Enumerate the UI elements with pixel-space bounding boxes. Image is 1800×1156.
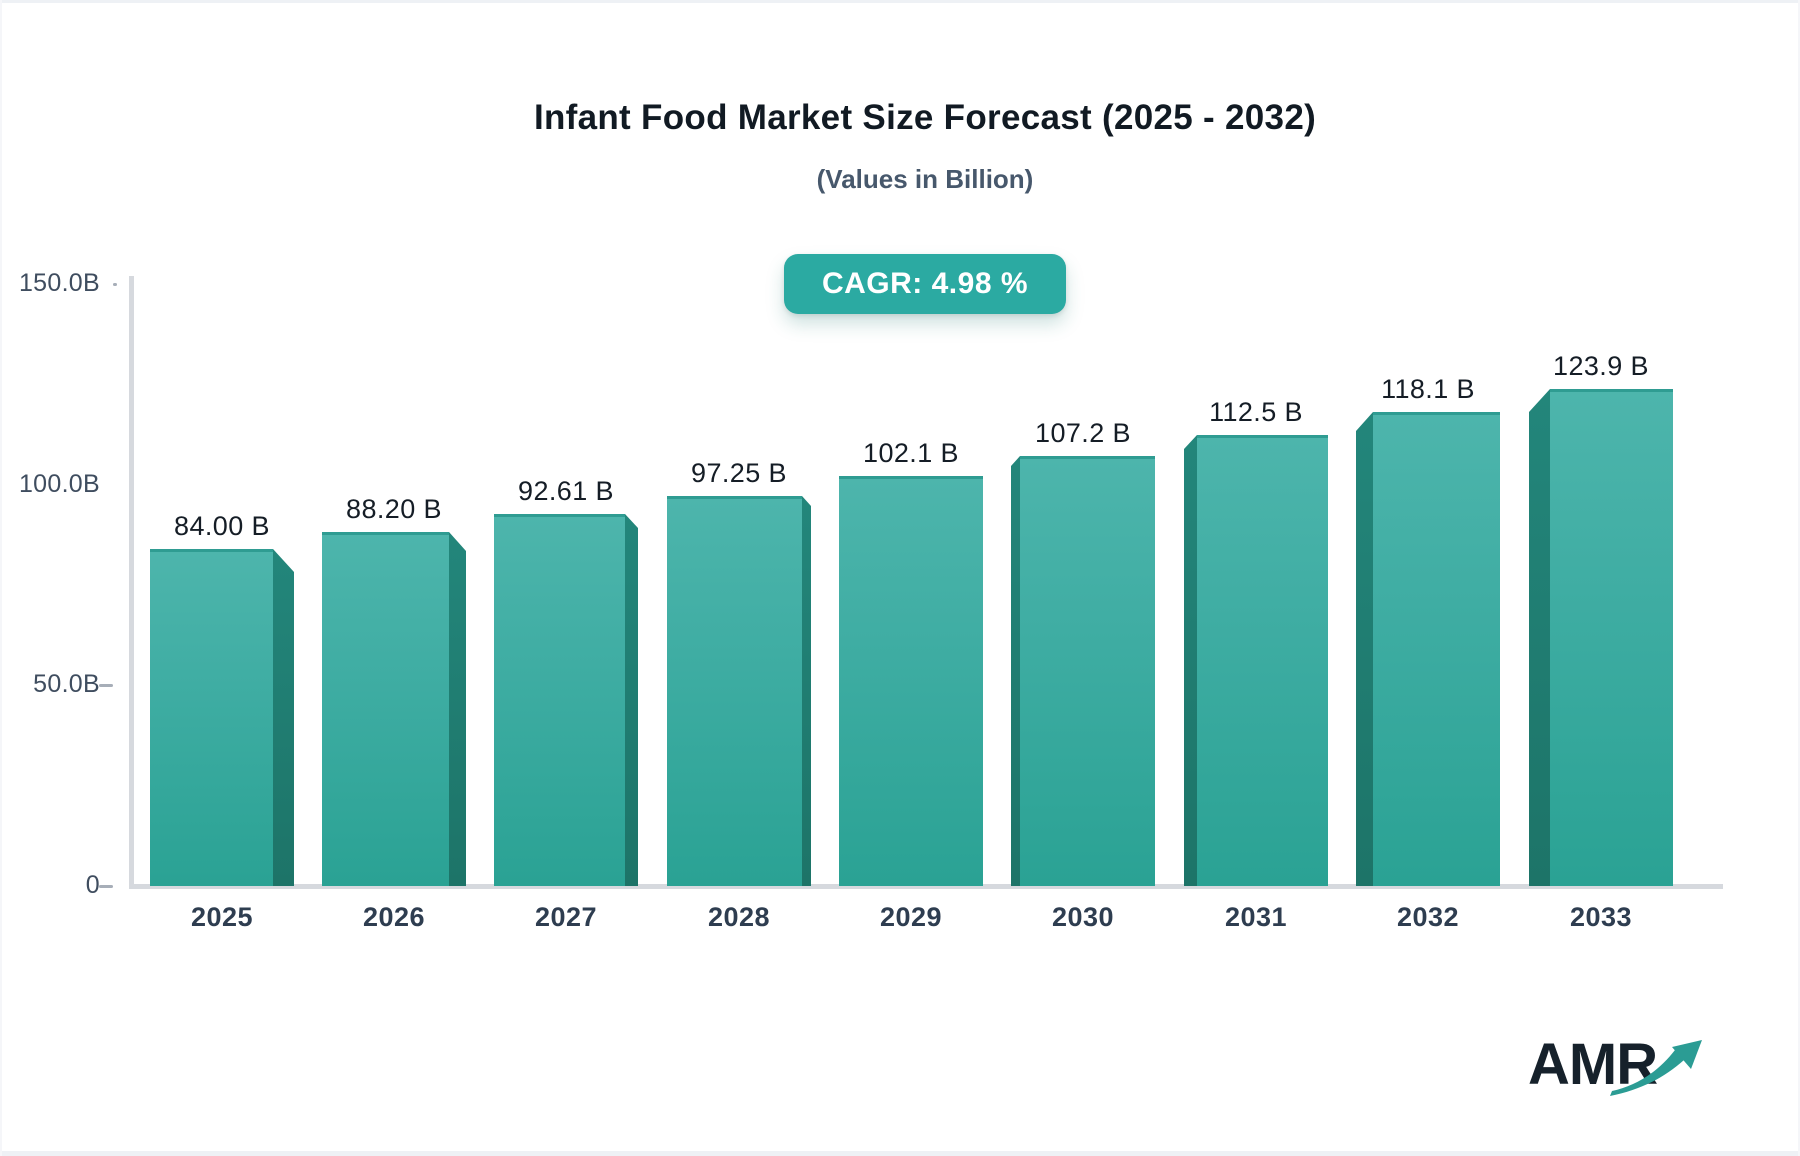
bar-2028 xyxy=(667,496,811,886)
y-axis-label: 150.0B xyxy=(18,269,100,297)
x-axis-label: 2026 xyxy=(362,902,426,932)
bar-side xyxy=(1011,456,1020,886)
bar-2027 xyxy=(494,514,638,886)
top-border xyxy=(0,0,1800,3)
bar-value-label: 88.20 B xyxy=(346,494,442,524)
bar-face xyxy=(1550,389,1673,886)
y-axis-label: 0 xyxy=(85,871,100,899)
bar-side xyxy=(1184,435,1197,886)
bar-face xyxy=(150,549,273,886)
y-axis-tick xyxy=(99,885,113,888)
bar-side xyxy=(1356,412,1373,886)
x-axis-label: 2027 xyxy=(534,902,598,932)
bar-value-label: 102.1 B xyxy=(863,438,959,468)
bar-2030 xyxy=(1011,456,1155,886)
y-axis-line xyxy=(129,276,134,889)
x-axis-label: 2025 xyxy=(190,902,254,932)
x-axis-label: 2029 xyxy=(879,902,943,932)
y-axis-label: 100.0B xyxy=(18,470,100,498)
bar-2025 xyxy=(150,549,294,886)
bar-value-label: 92.61 B xyxy=(518,476,614,506)
cagr-badge: CAGR: 4.98 % xyxy=(783,254,1067,314)
bar-face xyxy=(322,532,449,886)
x-axis-label: 2033 xyxy=(1569,902,1633,932)
bar-side xyxy=(273,549,294,886)
bar-value-label: 84.00 B xyxy=(174,511,270,541)
bar-face xyxy=(839,476,983,886)
bar-face xyxy=(1197,435,1328,886)
bar-value-label: 97.25 B xyxy=(691,458,787,488)
bar-side xyxy=(802,496,811,886)
y-axis-tick xyxy=(99,684,113,687)
bar-face xyxy=(1020,456,1155,886)
x-axis-label: 2028 xyxy=(707,902,771,932)
bar-value-label: 123.9 B xyxy=(1553,351,1649,381)
page-subtitle: (Values in Billion) xyxy=(816,164,1034,194)
amr-logo: AMR xyxy=(1528,1034,1738,1118)
x-axis-label: 2031 xyxy=(1224,902,1288,932)
page-title: Infant Food Market Size Forecast (2025 -… xyxy=(533,98,1317,137)
bar-face xyxy=(667,496,802,886)
x-axis-label: 2030 xyxy=(1051,902,1115,932)
cagr-badge-row: CAGR: 4.98 % xyxy=(50,254,1800,314)
y-axis-label: 50.0B xyxy=(33,670,100,698)
bar-2029 xyxy=(839,476,983,886)
growth-arrow-icon xyxy=(1610,1040,1702,1096)
bar-2031 xyxy=(1184,435,1328,886)
bar-side xyxy=(625,514,638,886)
bar-value-label: 112.5 B xyxy=(1209,397,1303,427)
bar-2026 xyxy=(322,532,466,886)
bar-2032 xyxy=(1356,412,1500,886)
x-axis-line xyxy=(129,884,1723,889)
bar-face xyxy=(494,514,625,886)
bar-2033 xyxy=(1529,389,1673,886)
left-border xyxy=(0,0,2,1156)
bar-value-label: 118.1 B xyxy=(1381,374,1475,404)
bottom-border xyxy=(0,1151,1800,1156)
y-axis-tick xyxy=(113,283,117,286)
x-axis-label: 2032 xyxy=(1396,902,1460,932)
bar-face xyxy=(1373,412,1500,886)
bar-side xyxy=(1529,389,1550,886)
bar-value-label: 107.2 B xyxy=(1035,418,1131,448)
right-border xyxy=(1798,0,1800,1156)
bar-side xyxy=(449,532,466,886)
